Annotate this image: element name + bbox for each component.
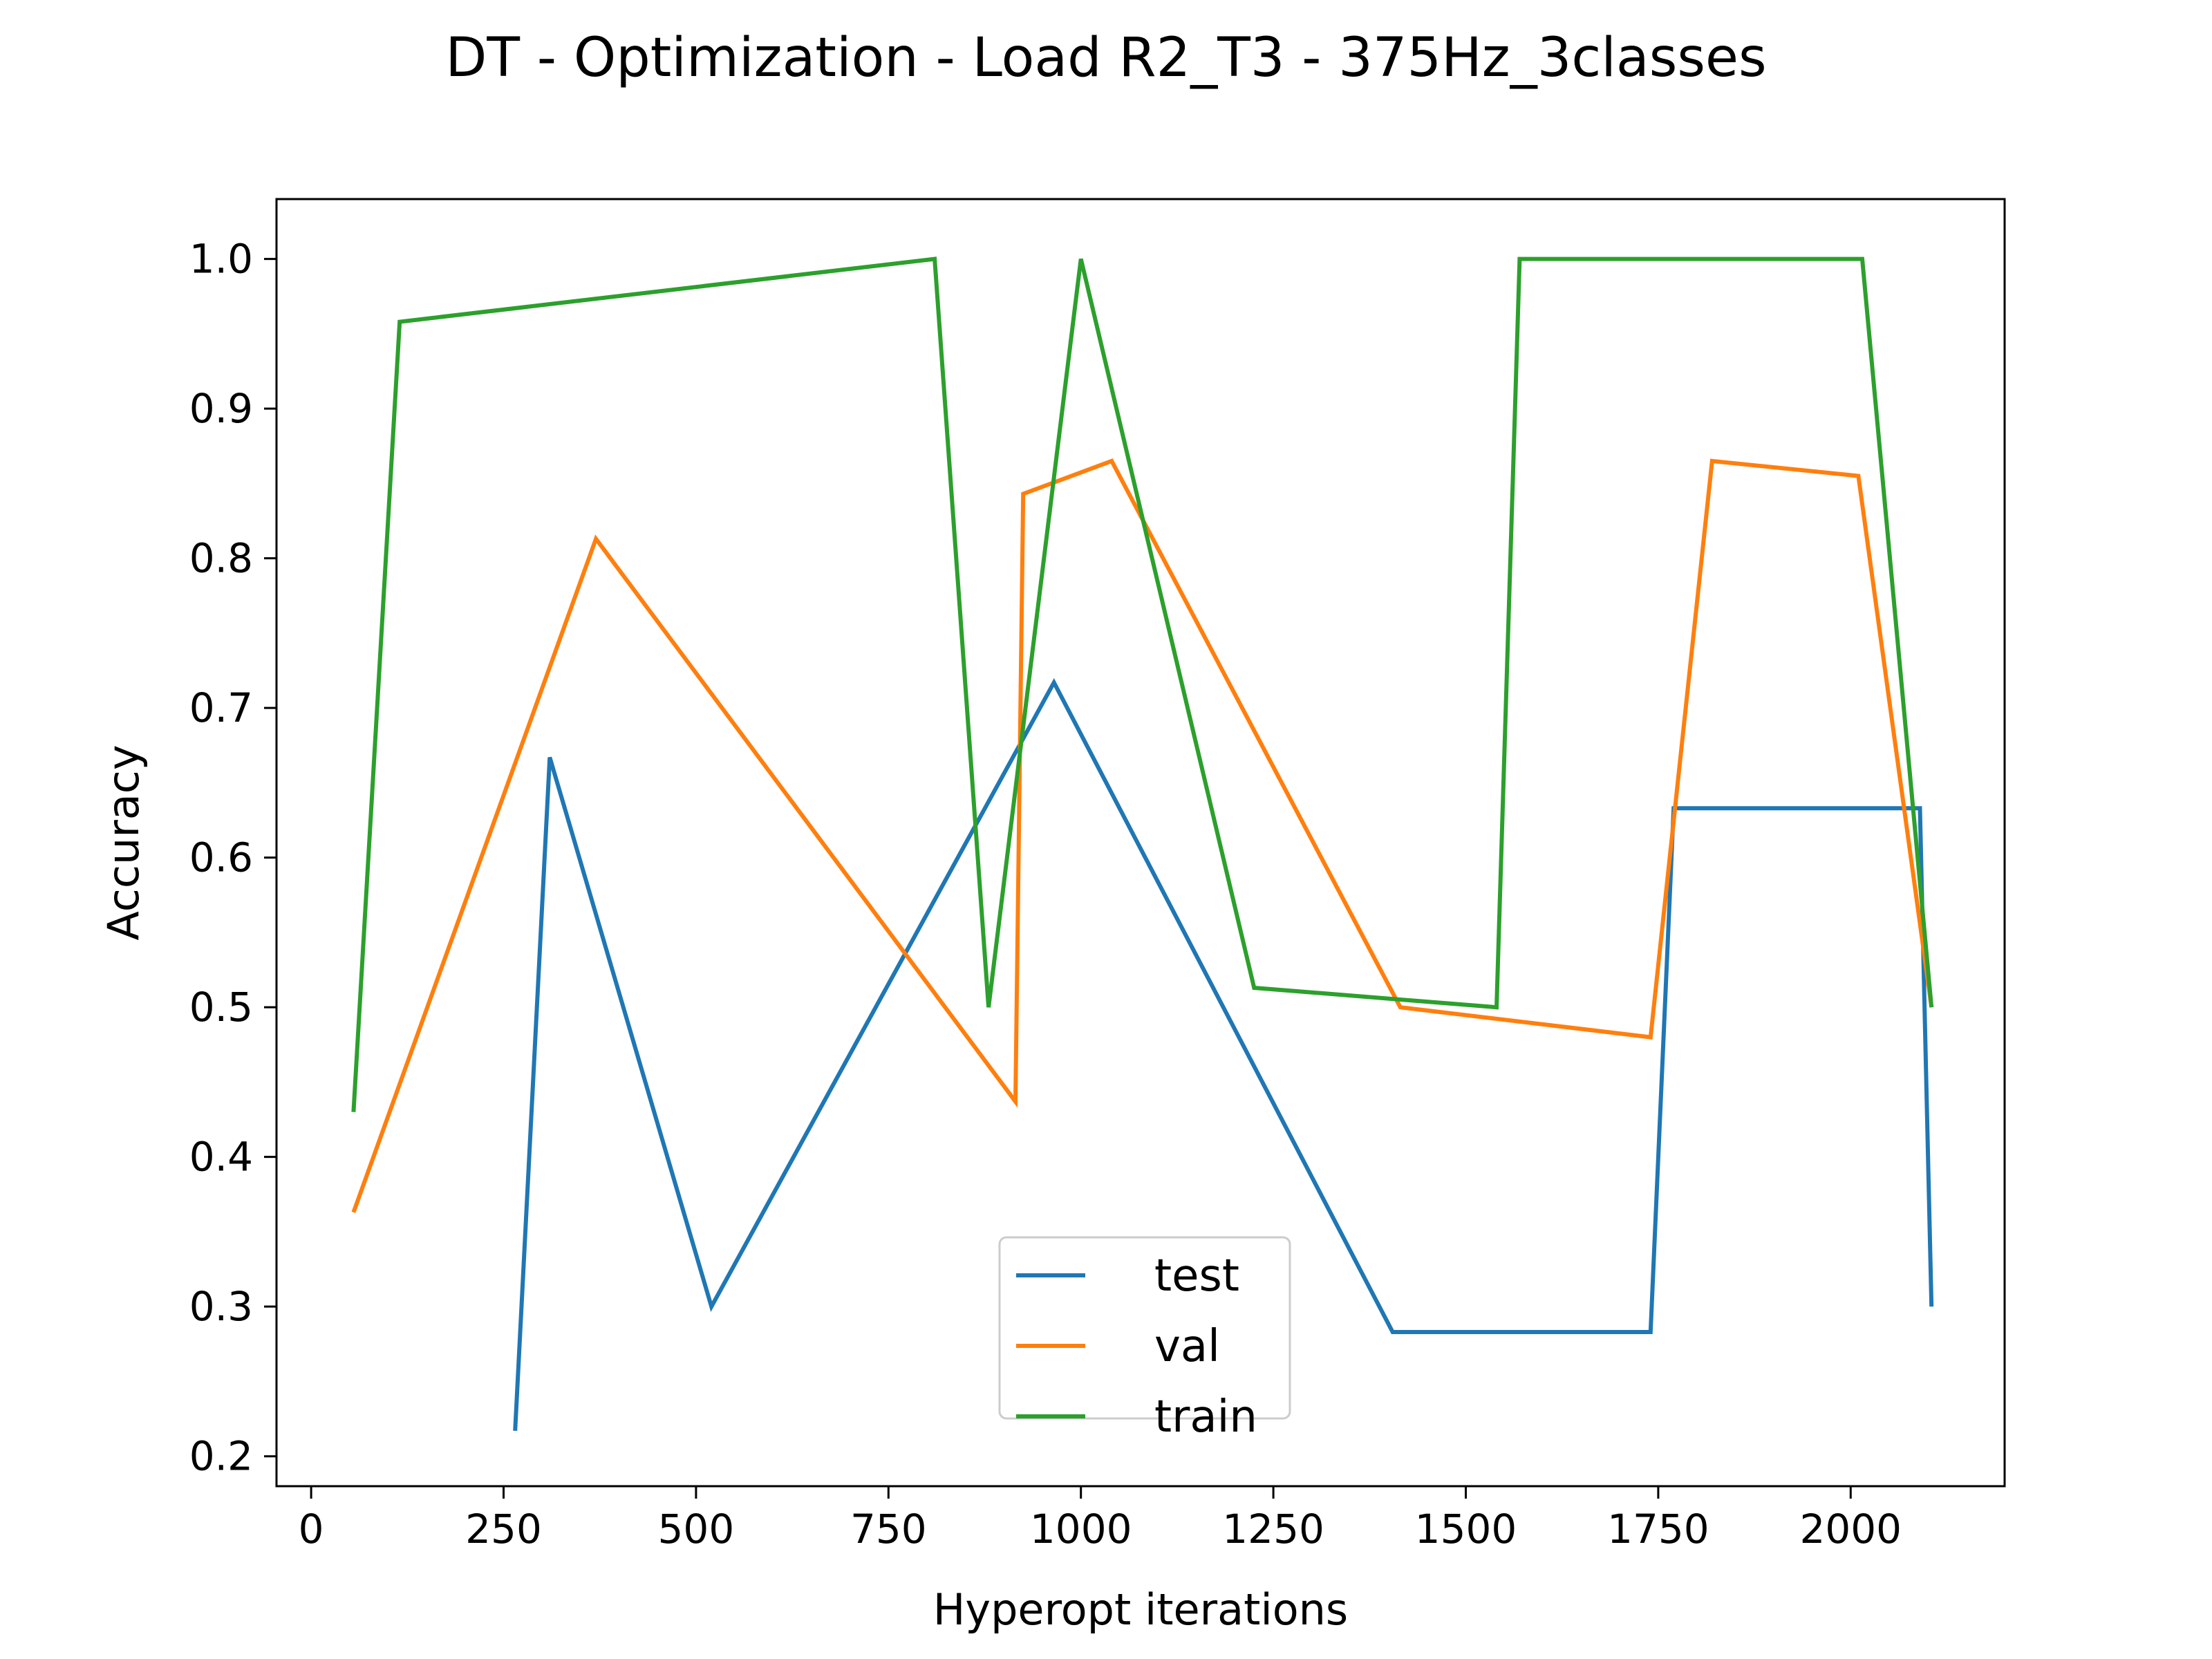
series-line-train <box>351 256 1934 1112</box>
chart-title: DT - Optimization - Load R2_T3 - 375Hz_3… <box>445 27 1766 89</box>
series-line-test <box>513 677 1934 1432</box>
x-axis-ticks: 0 250 500 750 1000 1250 1500 1750 2000 <box>299 1486 1902 1553</box>
legend-label-train: train <box>1154 1391 1257 1443</box>
x-tick-label: 500 <box>658 1506 735 1553</box>
x-tick-label: 1000 <box>1030 1506 1132 1553</box>
y-axis-ticks: 0.2 0.3 0.4 0.5 0.6 0.7 0.8 0.9 1.0 <box>189 236 276 1480</box>
series-line-val <box>351 458 1934 1213</box>
legend: test val train <box>998 1236 1291 1443</box>
series-layer <box>351 256 1934 1432</box>
x-tick-label: 750 <box>850 1506 927 1553</box>
y-tick-label: 0.5 <box>189 984 253 1031</box>
x-tick-label: 0 <box>299 1506 324 1553</box>
y-tick-label: 0.8 <box>189 535 253 582</box>
plot-area: 0 250 500 750 1000 1250 1500 1750 2000 0.2 0.3 0.4… <box>189 198 2006 1553</box>
legend-label-test: test <box>1154 1250 1239 1302</box>
y-axis-label: Accuracy <box>98 744 149 940</box>
y-tick-label: 1.0 <box>189 236 253 283</box>
plot-frame <box>275 198 2006 1488</box>
y-tick-label: 0.2 <box>189 1433 253 1480</box>
y-tick-label: 0.7 <box>189 684 253 731</box>
legend-label-val: val <box>1154 1321 1220 1372</box>
x-tick-label: 1500 <box>1415 1506 1517 1553</box>
y-tick-label: 0.9 <box>189 385 253 432</box>
x-tick-label: 1750 <box>1607 1506 1709 1553</box>
y-tick-label: 0.3 <box>189 1283 253 1330</box>
legend-box <box>998 1236 1291 1420</box>
x-tick-label: 2000 <box>1799 1506 1902 1553</box>
y-tick-label: 0.6 <box>189 834 253 881</box>
x-axis-label: Hyperopt iterations <box>933 1584 1348 1635</box>
x-tick-label: 1250 <box>1222 1506 1324 1553</box>
x-tick-label: 250 <box>465 1506 542 1553</box>
y-tick-label: 0.4 <box>189 1134 253 1181</box>
